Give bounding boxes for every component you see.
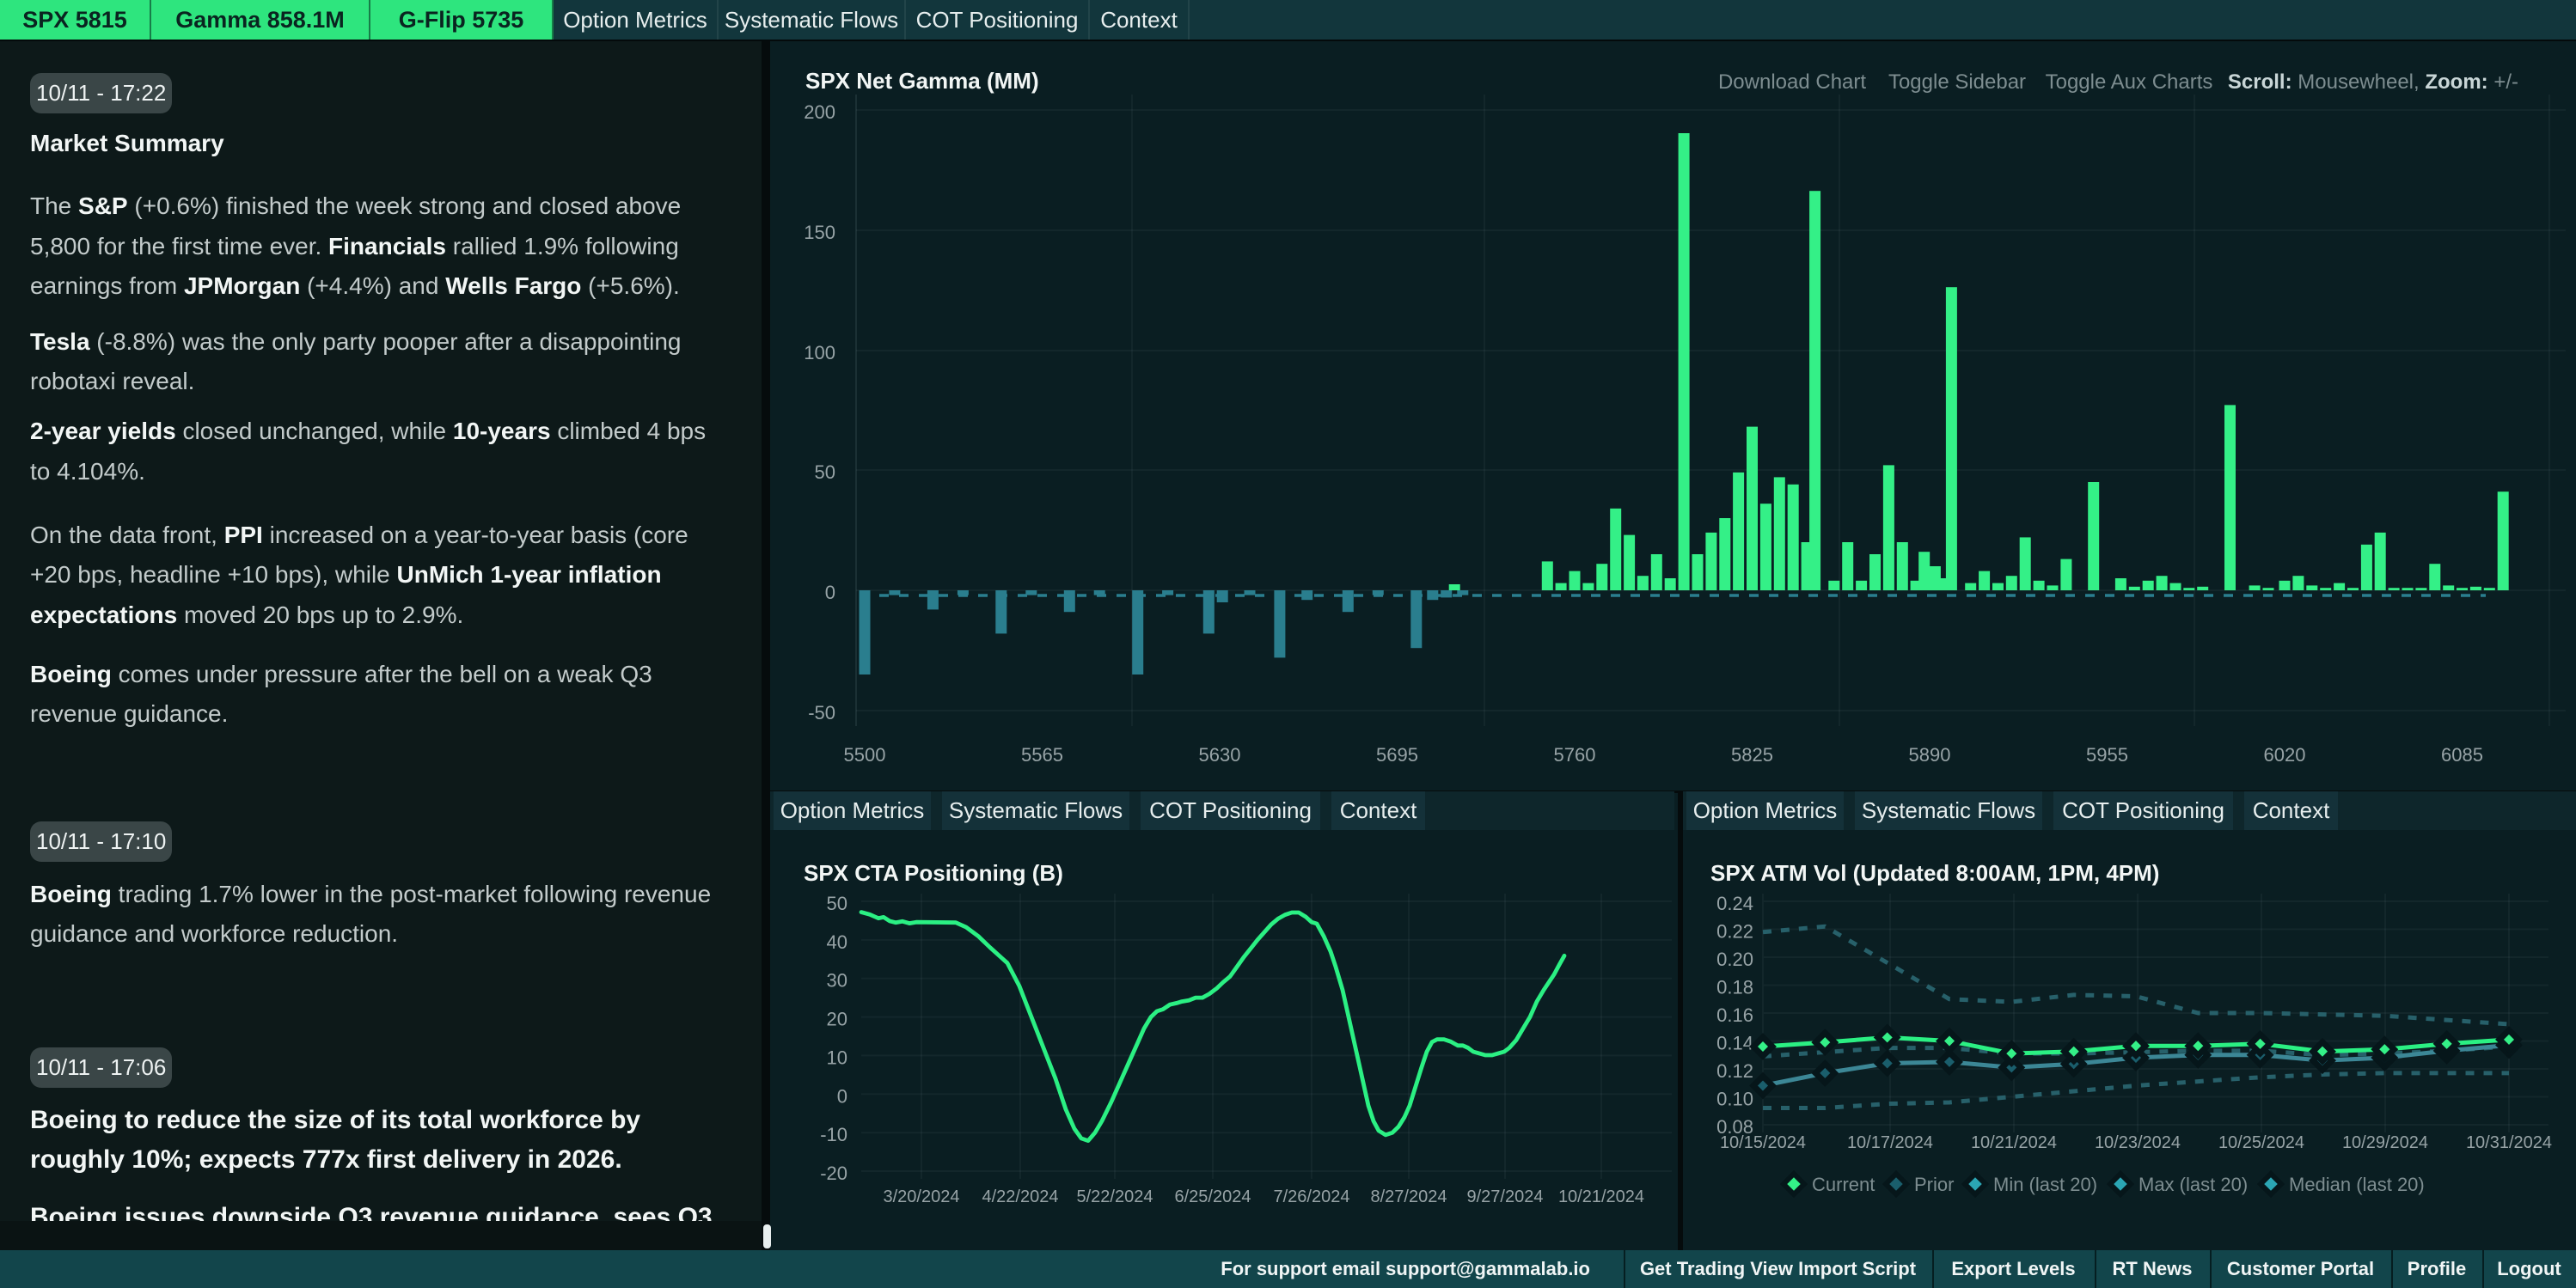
svg-text:0.18: 0.18 [1716,977,1753,998]
svg-text:10/23/2024: 10/23/2024 [2095,1133,2181,1152]
svg-text:30: 30 [827,970,847,992]
svg-text:100: 100 [804,342,835,363]
svg-text:5/22/2024: 5/22/2024 [1077,1187,1153,1206]
svg-text:-20: -20 [820,1163,847,1184]
svg-text:10/29/2024: 10/29/2024 [2342,1133,2428,1152]
svg-text:5890: 5890 [1909,744,1951,766]
svg-text:5695: 5695 [1376,744,1418,766]
svg-text:10/21/2024: 10/21/2024 [1971,1133,2057,1152]
svg-text:5825: 5825 [1731,744,1773,766]
svg-text:Toggle Sidebar: Toggle Sidebar [1888,70,2026,94]
svg-text:10/31/2024: 10/31/2024 [2466,1133,2552,1152]
svg-text:Min (last 20): Min (last 20) [1993,1174,2097,1195]
svg-text:Median (last 20): Median (last 20) [2289,1174,2425,1195]
svg-text:7/26/2024: 7/26/2024 [1274,1187,1350,1206]
svg-text:Download Chart: Download Chart [1718,70,1866,94]
svg-text:0.22: 0.22 [1716,921,1753,943]
svg-text:SPX Net Gamma (MM): SPX Net Gamma (MM) [805,68,1039,94]
svg-text:20: 20 [827,1009,847,1030]
svg-text:0.20: 0.20 [1716,949,1753,970]
svg-text:3/20/2024: 3/20/2024 [884,1187,960,1206]
svg-text:5630: 5630 [1199,744,1241,766]
svg-text:4/22/2024: 4/22/2024 [982,1187,1059,1206]
svg-text:5565: 5565 [1021,744,1063,766]
svg-text:-50: -50 [808,702,835,723]
svg-text:9/27/2024: 9/27/2024 [1467,1187,1544,1206]
svg-text:50: 50 [815,461,835,483]
svg-text:SPX CTA Positioning (B): SPX CTA Positioning (B) [804,860,1063,886]
svg-text:Current: Current [1812,1174,1875,1195]
svg-text:0.16: 0.16 [1716,1004,1753,1026]
svg-text:50: 50 [827,893,847,914]
svg-text:10/17/2024: 10/17/2024 [1847,1133,1933,1152]
svg-text:6/25/2024: 6/25/2024 [1175,1187,1251,1206]
svg-text:5500: 5500 [844,744,886,766]
svg-text:0.10: 0.10 [1716,1089,1753,1110]
svg-text:0.08: 0.08 [1716,1116,1753,1138]
svg-text:200: 200 [804,101,835,123]
svg-text:Toggle Aux Charts: Toggle Aux Charts [2046,70,2213,94]
svg-text:6085: 6085 [2441,744,2483,766]
svg-text:40: 40 [827,931,847,953]
svg-text:5955: 5955 [2086,744,2128,766]
svg-text:5760: 5760 [1554,744,1596,766]
svg-text:150: 150 [804,222,835,243]
svg-text:-10: -10 [820,1124,847,1145]
svg-text:10/15/2024: 10/15/2024 [1720,1133,1806,1152]
svg-text:Prior: Prior [1914,1174,1954,1195]
svg-text:Max (last 20): Max (last 20) [2139,1174,2248,1195]
svg-text:0.14: 0.14 [1716,1033,1753,1054]
svg-text:0.24: 0.24 [1716,893,1753,914]
svg-text:10/25/2024: 10/25/2024 [2218,1133,2304,1152]
svg-text:10: 10 [827,1047,847,1068]
svg-text:SPX ATM Vol (Updated 8:00AM, 1: SPX ATM Vol (Updated 8:00AM, 1PM, 4PM) [1710,860,2159,886]
svg-text:0.12: 0.12 [1716,1060,1753,1082]
svg-text:0: 0 [837,1085,847,1107]
svg-text:8/27/2024: 8/27/2024 [1371,1187,1447,1206]
svg-text:0: 0 [825,582,835,603]
svg-text:Scroll: Mousewheel, Zoom: +/-: Scroll: Mousewheel, Zoom: +/- [2228,70,2518,94]
svg-text:6020: 6020 [2264,744,2306,766]
svg-text:10/21/2024: 10/21/2024 [1558,1187,1644,1206]
